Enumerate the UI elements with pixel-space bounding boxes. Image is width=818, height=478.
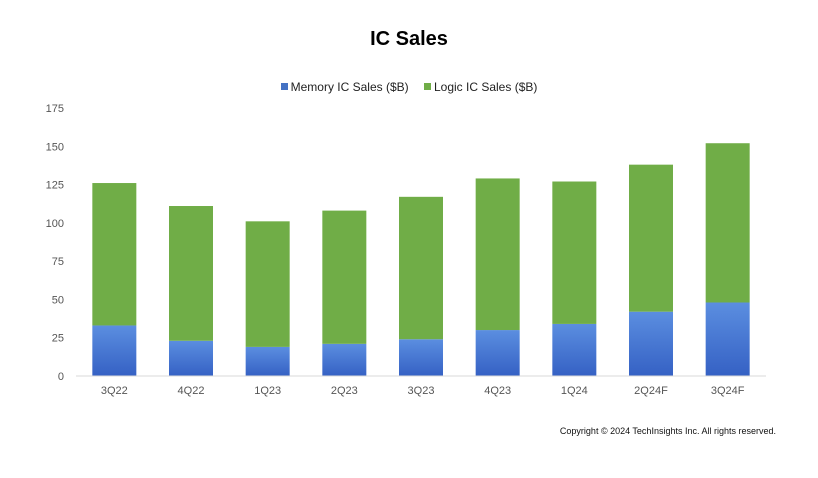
bar-memory — [92, 325, 137, 376]
y-tick-label: 125 — [46, 180, 64, 192]
y-tick-label: 50 — [52, 294, 64, 306]
bar-memory — [552, 323, 597, 376]
bar-memory — [245, 346, 290, 376]
bar-memory — [169, 340, 213, 376]
x-tick-label: 4Q23 — [484, 385, 511, 397]
bar-logic — [169, 206, 213, 341]
x-tick-label: 3Q24F — [711, 385, 745, 397]
x-tick-label: 3Q22 — [101, 385, 128, 397]
y-tick-label: 175 — [46, 103, 64, 115]
y-tick-label: 100 — [46, 218, 64, 230]
legend: Memory IC Sales ($B) Logic IC Sales ($B) — [0, 80, 818, 94]
y-tick-label: 75 — [52, 256, 64, 268]
bar-logic — [245, 221, 290, 347]
bar-logic — [322, 210, 367, 344]
bar-logic — [475, 178, 520, 331]
y-tick-label: 25 — [52, 333, 64, 345]
y-tick-label: 0 — [58, 371, 64, 383]
bar-memory — [629, 311, 673, 376]
bar-logic — [705, 143, 750, 303]
bar-logic — [92, 183, 137, 326]
x-tick-label: 2Q24F — [634, 385, 668, 397]
bar-memory — [475, 330, 520, 376]
legend-label-logic: Logic IC Sales ($B) — [433, 80, 538, 94]
copyright-notice: Copyright © 2024 TechInsights Inc. All r… — [559, 426, 776, 436]
legend-swatch-logic — [423, 83, 431, 90]
legend-label-memory: Memory IC Sales ($B) — [290, 80, 409, 94]
bar-memory — [399, 339, 443, 376]
x-tick-label: 4Q22 — [178, 385, 205, 397]
x-tick-label: 2Q23 — [331, 385, 358, 397]
legend-swatch-memory — [280, 83, 288, 90]
x-tick-label: 1Q23 — [254, 385, 281, 397]
legend-item-logic: Logic IC Sales ($B) — [423, 80, 538, 94]
x-tick-label: 3Q23 — [408, 385, 435, 397]
bar-logic — [552, 181, 597, 324]
legend-item-memory: Memory IC Sales ($B) — [280, 80, 409, 94]
y-tick-label: 150 — [46, 141, 64, 153]
x-tick-label: 1Q24 — [561, 385, 588, 397]
bar-logic — [629, 164, 673, 312]
bar-memory — [705, 302, 750, 376]
chart-title: IC Sales — [370, 28, 448, 50]
bar-memory — [322, 343, 367, 376]
bar-logic — [399, 196, 443, 340]
